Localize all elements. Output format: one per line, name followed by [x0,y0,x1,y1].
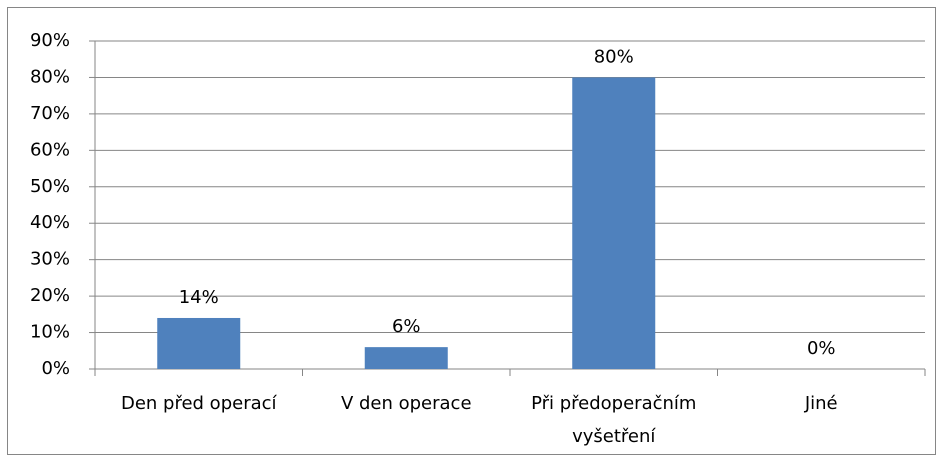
y-tick-label: 50% [30,176,70,197]
y-tick-label: 20% [30,285,70,306]
data-label: 0% [807,338,836,359]
x-tick-label-line: vyšetření [572,426,656,447]
x-tick-label: Jiné [804,393,838,414]
y-tick-label: 40% [30,212,70,233]
y-tick-label: 10% [30,322,70,343]
y-tick-label: 60% [30,139,70,160]
data-label: 6% [392,316,421,337]
y-tick-label: 70% [30,103,70,124]
data-label: 14% [179,287,219,308]
bar [364,347,448,369]
x-tick-label: Den před operací [121,393,278,414]
data-label: 80% [594,46,634,67]
y-tick-label: 80% [30,66,70,87]
x-tick-label-line: Při předoperačním [531,393,696,414]
bar [572,77,656,369]
y-tick-label: 0% [41,358,70,379]
y-tick-label: 30% [30,249,70,270]
y-tick-label: 90% [30,30,70,51]
x-tick-label: Při předoperačním vyšetření [531,393,696,447]
chart-frame [7,7,936,455]
bar [157,317,241,369]
x-tick-label: V den operace [341,393,472,414]
